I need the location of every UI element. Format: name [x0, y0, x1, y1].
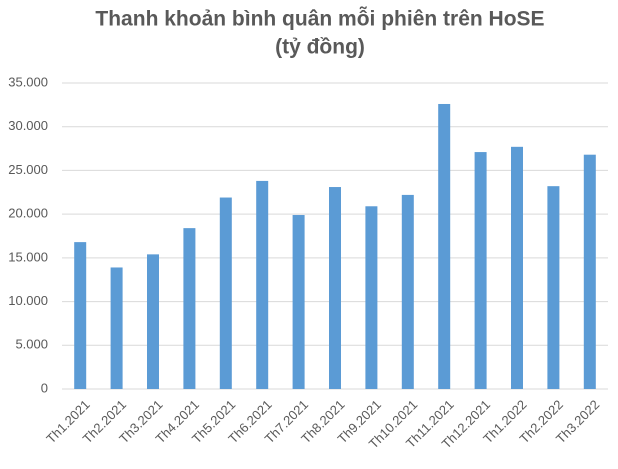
bar [474, 152, 487, 389]
bar [219, 197, 232, 389]
chart-title: Thanh khoản bình quân mỗi phiên trên HoS… [95, 7, 544, 31]
y-tick-label: 0 [41, 380, 48, 395]
y-tick-label: 20.000 [8, 206, 48, 221]
y-tick-label: 10.000 [8, 293, 48, 308]
bar [74, 242, 87, 389]
bar [511, 146, 523, 389]
y-tick-label: 15.000 [8, 249, 48, 264]
bar [329, 187, 341, 389]
bar [547, 186, 560, 389]
bar [438, 103, 451, 390]
bar [110, 267, 123, 389]
bar [256, 180, 269, 389]
bar [401, 194, 414, 389]
bar [183, 228, 196, 389]
y-tick-label: 30.000 [8, 118, 48, 133]
y-tick-label: 5.000 [15, 337, 48, 352]
chart-subtitle: (tỷ đồng) [275, 36, 365, 59]
bar [292, 215, 305, 389]
bar [583, 154, 596, 389]
bar [147, 254, 159, 389]
y-tick-label: 25.000 [8, 162, 48, 177]
bar [365, 206, 378, 389]
y-tick-label: 35.000 [8, 74, 48, 89]
